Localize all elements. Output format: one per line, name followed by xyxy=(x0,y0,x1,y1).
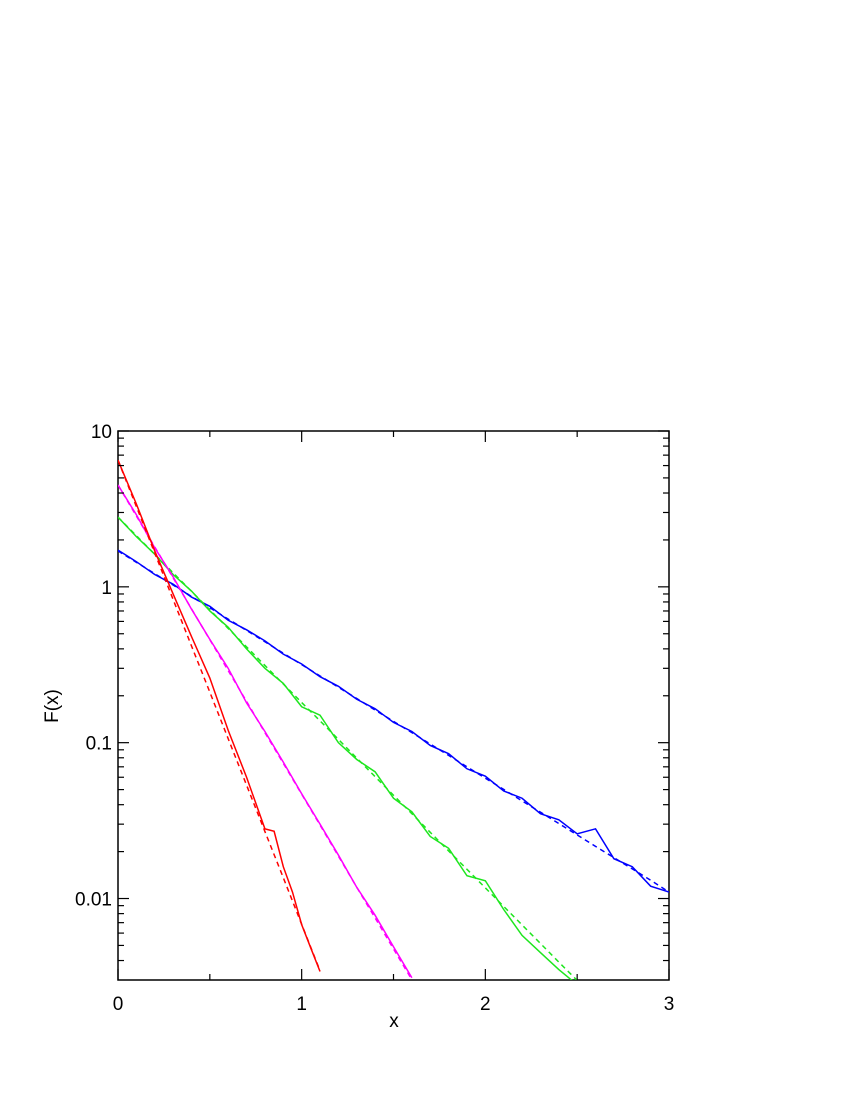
x-axis-label: x xyxy=(389,1011,399,1032)
x-tick-label: 2 xyxy=(480,994,491,1015)
y-tick-label: 0.01 xyxy=(75,890,112,911)
x-tick-label: 0 xyxy=(113,994,124,1015)
x-tick-label: 1 xyxy=(296,994,307,1015)
y-axis-label: F(x) xyxy=(42,689,63,723)
y-tick-label: 0.1 xyxy=(86,734,112,755)
data-line xyxy=(118,516,573,980)
data-line xyxy=(118,459,321,972)
y-tick-label: 1 xyxy=(101,578,112,599)
data-line xyxy=(118,549,669,893)
fit-line xyxy=(118,484,413,980)
data-line xyxy=(118,484,413,979)
fit-line xyxy=(118,516,578,980)
x-tick-label: 3 xyxy=(664,994,675,1015)
plot-lines xyxy=(118,459,669,980)
plot-frame xyxy=(117,430,670,981)
y-tick-label: 10 xyxy=(91,422,112,443)
fit-line xyxy=(118,459,321,972)
